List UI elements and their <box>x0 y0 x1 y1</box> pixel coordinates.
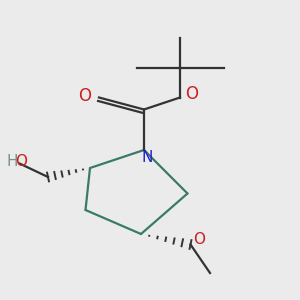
Text: N: N <box>141 150 153 165</box>
Text: O: O <box>15 154 27 169</box>
Text: O: O <box>194 232 206 247</box>
Text: H: H <box>7 154 18 169</box>
Text: O: O <box>185 85 198 103</box>
Text: O: O <box>79 87 92 105</box>
